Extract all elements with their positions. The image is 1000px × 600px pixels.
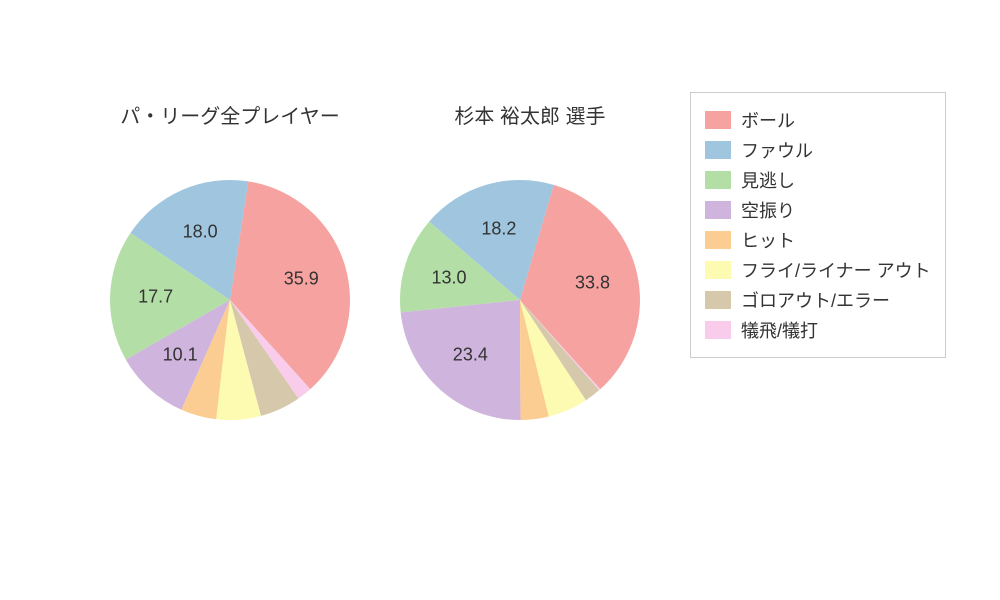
legend: ボールファウル見逃し空振りヒットフライ/ライナー アウトゴロアウト/エラー犠飛/…	[690, 92, 946, 358]
pie-label-foul: 18.2	[481, 218, 516, 239]
chart-title-2: 杉本 裕太郎 選手	[400, 100, 660, 129]
legend-swatch-look	[705, 171, 731, 189]
pie-label-ball: 33.8	[575, 273, 610, 294]
legend-label-look: 見逃し	[741, 167, 795, 193]
legend-label-hit: ヒット	[741, 227, 795, 253]
legend-swatch-ball	[705, 111, 731, 129]
pie-label-look: 13.0	[431, 267, 466, 288]
pie-svg-2	[390, 170, 650, 430]
legend-label-ball: ボール	[741, 107, 795, 133]
legend-label-sac: 犠飛/犠打	[741, 317, 818, 343]
legend-swatch-swing	[705, 201, 731, 219]
legend-label-foul: ファウル	[741, 137, 813, 163]
legend-item-sac: 犠飛/犠打	[705, 317, 931, 343]
legend-label-flyout: フライ/ライナー アウト	[741, 257, 931, 283]
pie-label-ball: 35.9	[284, 268, 319, 289]
legend-item-flyout: フライ/ライナー アウト	[705, 257, 931, 283]
pie-label-swing: 23.4	[453, 345, 488, 366]
pie-chart-league: 35.9 18.0 17.7 10.1	[100, 170, 360, 430]
legend-swatch-flyout	[705, 261, 731, 279]
pie-label-swing: 10.1	[163, 345, 198, 366]
legend-label-swing: 空振り	[741, 197, 795, 223]
legend-swatch-groundout	[705, 291, 731, 309]
chart-container: パ・リーグ全プレイヤー 35.9 18.0 17.7 10.1 杉本 裕太郎 選手 3…	[0, 0, 1000, 600]
legend-item-groundout: ゴロアウト/エラー	[705, 287, 931, 313]
legend-item-swing: 空振り	[705, 197, 931, 223]
legend-swatch-sac	[705, 321, 731, 339]
legend-label-groundout: ゴロアウト/エラー	[741, 287, 890, 313]
pie-chart-player: 33.8 18.2 13.0 23.4	[390, 170, 650, 430]
chart-title-1: パ・リーグ全プレイヤー	[100, 100, 360, 129]
legend-swatch-foul	[705, 141, 731, 159]
pie-label-look: 17.7	[138, 287, 173, 308]
legend-item-foul: ファウル	[705, 137, 931, 163]
pie-label-foul: 18.0	[183, 221, 218, 242]
legend-item-look: 見逃し	[705, 167, 931, 193]
legend-item-hit: ヒット	[705, 227, 931, 253]
legend-item-ball: ボール	[705, 107, 931, 133]
legend-swatch-hit	[705, 231, 731, 249]
